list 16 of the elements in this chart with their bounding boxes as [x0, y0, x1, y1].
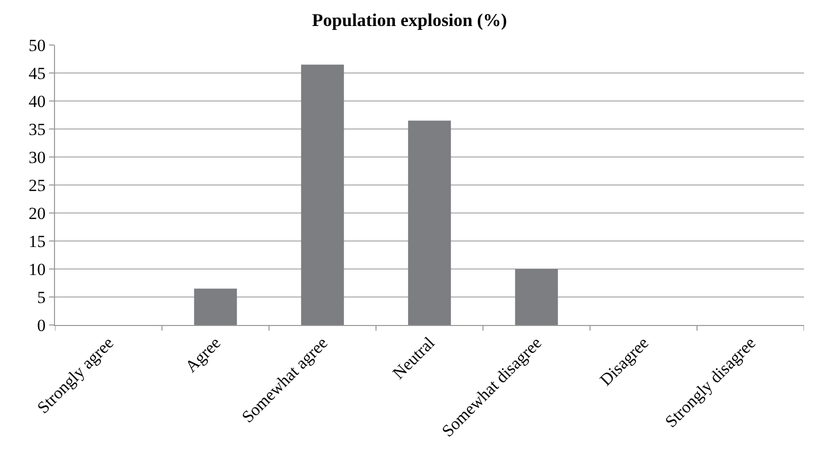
y-tick-label: 40: [28, 92, 46, 111]
y-tick-label: 0: [37, 316, 46, 335]
y-tick-label: 5: [37, 288, 46, 307]
y-tick-label: 10: [28, 260, 46, 279]
bar: [408, 120, 451, 325]
y-tick-label: 25: [28, 176, 46, 195]
y-tick-label: 50: [28, 36, 46, 55]
bar: [194, 288, 237, 325]
chart-title: Population explosion (%): [312, 10, 508, 30]
y-tick-label: 45: [28, 64, 46, 83]
y-tick-label: 30: [28, 148, 46, 167]
y-tick-label: 20: [28, 204, 46, 223]
bar: [515, 269, 558, 325]
bar: [301, 64, 344, 325]
y-tick-label: 35: [28, 120, 46, 139]
y-tick-label: 15: [28, 232, 46, 251]
